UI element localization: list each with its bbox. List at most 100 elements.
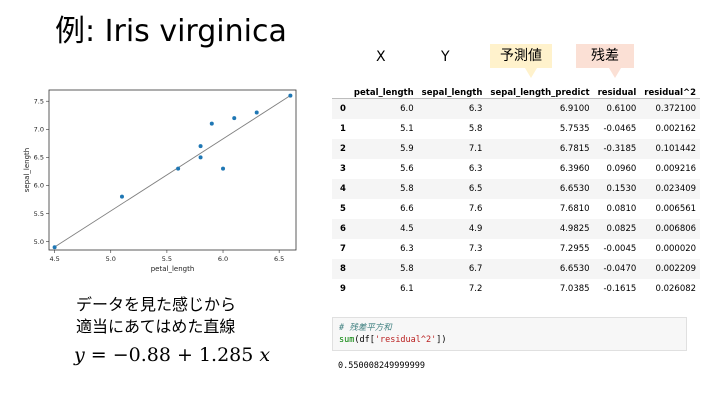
table-cell: 0.0810 — [606, 204, 637, 214]
table-cell: 7.6 — [468, 204, 483, 214]
table-cell: 0.006561 — [655, 204, 697, 214]
plot-frame — [48, 89, 297, 251]
row-index: 0 — [332, 98, 350, 119]
table-cell: 6.3960 — [559, 164, 590, 174]
x-axis-label: petal_length — [151, 265, 195, 273]
table-header-cell: residual^2 — [640, 78, 701, 99]
table-row: 2 5.9 7.1 6.7815 -0.3185 0.101442 — [332, 139, 701, 159]
data-point — [254, 110, 259, 115]
residual-callout: 残差 — [576, 44, 634, 68]
table-cell: 0.372100 — [640, 98, 701, 119]
regression-equation: 𝑦 = −0.88 + 1.285 𝑥 — [74, 344, 271, 366]
x-tick-label: 5.0 — [106, 255, 116, 263]
fit-line — [54, 95, 291, 248]
data-point — [119, 194, 124, 199]
code-args-open: (df[ — [354, 335, 375, 345]
data-point — [288, 93, 293, 98]
x-tick-label: 4.5 — [49, 255, 59, 263]
table-cell: 4.9825 — [486, 219, 594, 239]
table-cell: 6.5 — [417, 179, 487, 199]
data-table: petal_length sepal_length sepal_length_pre… — [332, 78, 701, 299]
table-cell: 6.3 — [400, 244, 414, 254]
table-cell: 5.8 — [468, 124, 483, 134]
x-column-label: X — [376, 49, 386, 65]
table-cell: 6.7 — [417, 259, 487, 279]
slide-title: 例: Iris virginica — [55, 14, 287, 49]
table-header-cell: petal_length — [349, 78, 418, 99]
row-index: 7 — [340, 244, 346, 254]
code-args-close: ]) — [436, 335, 447, 345]
table-cell: 0.002162 — [655, 124, 697, 134]
table-row: 6 4.5 4.9 4.9825 0.0825 0.006806 — [332, 219, 701, 239]
code-comment: # 残差平方和 — [339, 323, 392, 333]
table-cell: 7.2955 — [559, 244, 590, 254]
data-point — [209, 121, 214, 126]
table-cell: 0.023409 — [640, 179, 701, 199]
code-function: sum — [339, 335, 355, 345]
y-tick-label: 5.5 — [34, 210, 44, 218]
table-row: 9 6.1 7.2 7.0385 -0.1615 0.026082 — [332, 279, 700, 299]
data-point — [52, 245, 57, 250]
table-cell: 5.9 — [349, 139, 418, 159]
table-row: 4 5.8 6.5 6.6530 0.1530 0.023409 — [332, 179, 701, 199]
table-header-cell — [332, 78, 350, 99]
row-index: 8 — [332, 259, 350, 279]
y-column-label: Y — [441, 49, 450, 65]
code-cell[interactable]: # 残差平方和 sum(df['residual^2']) — [332, 317, 687, 351]
x-tick-label: 5.5 — [162, 255, 172, 263]
table-cell: 7.1 — [417, 139, 487, 159]
code-output: 0.550008249999999 — [338, 361, 425, 371]
table-cell: 5.8 — [349, 179, 418, 199]
y-tick-label: 5.0 — [34, 238, 44, 246]
table-cell: -0.0470 — [593, 259, 641, 279]
table-cell: 5.6 — [400, 164, 414, 174]
table-row: 8 5.8 6.7 6.6530 -0.0470 0.002209 — [332, 259, 701, 279]
table-row: 5 6.6 7.6 7.6810 0.0810 0.006561 — [332, 199, 700, 219]
x-tick-label: 6.5 — [274, 255, 284, 263]
table-cell: 0.002209 — [640, 259, 701, 279]
table-cell: 0.026082 — [655, 284, 697, 294]
table-cell: -0.3185 — [593, 139, 641, 159]
row-index: 1 — [340, 124, 346, 134]
predict-callout-pointer — [525, 68, 537, 78]
residual-callout-pointer — [609, 68, 621, 78]
table-row: 1 5.1 5.8 5.7535 -0.0465 0.002162 — [332, 119, 700, 139]
y-tick-label: 6.5 — [34, 154, 44, 162]
table-row: 7 6.3 7.3 7.2955 -0.0045 0.000020 — [332, 239, 700, 259]
note-line-2: 適当にあてはめた直線 — [76, 317, 236, 336]
row-index: 5 — [340, 204, 346, 214]
table-cell: 6.0 — [349, 98, 418, 119]
table-cell: 7.2 — [468, 284, 483, 294]
table-cell: 5.8 — [349, 259, 418, 279]
row-index: 4 — [332, 179, 350, 199]
table-cell: -0.1615 — [603, 284, 637, 294]
row-index: 9 — [340, 284, 346, 294]
scatter-chart: 4.5 5.0 5.5 6.0 6.5 5.0 5.5 6.0 6.5 7.0 7.5 petal_l… — [23, 89, 297, 273]
table-cell: 0.006806 — [640, 219, 701, 239]
table-row: 3 5.6 6.3 6.3960 0.0960 0.009216 — [332, 159, 700, 179]
table-header-cell: sepal_length_predict — [486, 78, 594, 99]
row-index: 3 — [340, 164, 346, 174]
table-cell: 6.1 — [400, 284, 414, 294]
row-index: 2 — [332, 139, 350, 159]
table-cell: 7.0385 — [559, 284, 590, 294]
predict-callout: 予測値 — [490, 44, 552, 68]
code-string: 'residual^2' — [374, 335, 437, 345]
table-cell: 4.5 — [349, 219, 418, 239]
data-point — [176, 166, 181, 171]
table-cell: 6.6530 — [486, 259, 594, 279]
table-cell: 0.009216 — [655, 164, 697, 174]
table-row: 0 6.0 6.3 6.9100 0.6100 0.372100 — [332, 98, 701, 119]
table-cell: 7.6810 — [559, 204, 590, 214]
data-point — [221, 166, 226, 171]
table-header-cell: sepal_length — [417, 78, 487, 99]
row-index: 6 — [332, 219, 350, 239]
table-cell: 0.6100 — [593, 98, 641, 119]
table-cell: 6.7815 — [486, 139, 594, 159]
table-header-cell: residual — [593, 78, 641, 99]
table-cell: -0.0465 — [603, 124, 637, 134]
table-cell: 6.9100 — [486, 98, 594, 119]
x-tick-label: 6.0 — [218, 255, 228, 263]
data-point — [198, 144, 203, 149]
code-line: sum(df['residual^2']) — [339, 334, 680, 346]
